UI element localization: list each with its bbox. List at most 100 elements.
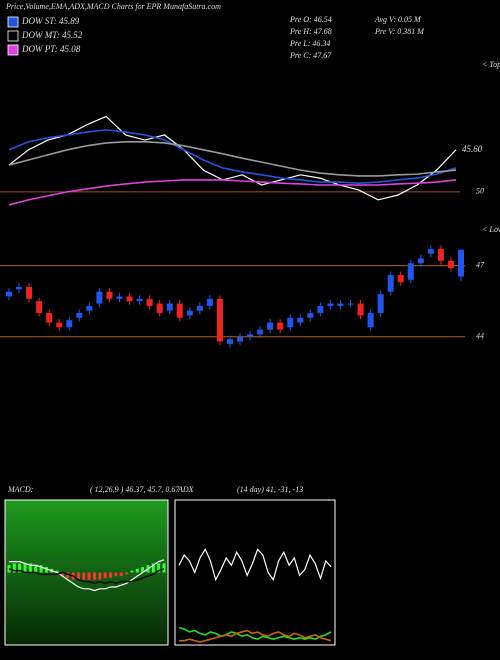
candle-body (437, 248, 444, 261)
panel-title: ADX (177, 485, 195, 494)
candle-body (367, 313, 374, 328)
candle-body (297, 317, 304, 323)
candle-body (458, 249, 464, 277)
y-tick-label: 50 (476, 187, 484, 196)
legend-label: DOW ST: 45.89 (21, 16, 80, 26)
annotation: < Lows (482, 225, 500, 234)
legend-label: DOW PT: 45.08 (21, 44, 81, 54)
candle-body (106, 291, 113, 299)
candle-body (226, 339, 233, 344)
legend-swatch (7, 16, 19, 28)
candle-body (347, 303, 354, 305)
candle-body (36, 301, 43, 314)
candle-body (417, 258, 424, 264)
histogram-bar (135, 568, 139, 573)
candle-body (96, 291, 103, 304)
candle-body (277, 322, 284, 330)
histogram-bar (93, 572, 97, 580)
histogram-bar (130, 570, 134, 573)
stat: Pre H: 47.68 (289, 27, 332, 36)
histogram-bar (28, 563, 32, 573)
candle-body (86, 305, 93, 311)
series-line (179, 629, 332, 643)
panel-title: MACD: (7, 485, 34, 494)
histogram-bar (157, 563, 161, 573)
series-line (8, 129, 457, 184)
histogram-bar (76, 572, 80, 580)
candle-body (146, 298, 153, 306)
histogram-bar (23, 563, 27, 573)
candle-body (337, 303, 344, 306)
candle-body (116, 296, 123, 299)
stat: Pre O: 46.54 (289, 15, 332, 24)
candle-body (206, 298, 213, 306)
candle-body (166, 303, 173, 311)
panel-subtitle: ( 12,26,9 ) 46.37, 45.7, 0.67 (90, 485, 180, 494)
histogram-bar (109, 572, 113, 578)
histogram-bar (34, 565, 38, 573)
candle-body (16, 286, 23, 290)
series-line (8, 115, 457, 201)
histogram-bar (60, 572, 64, 577)
panel-subtitle: (14 day) 41, -31, -13 (237, 485, 303, 494)
histogram-bar (103, 572, 107, 578)
candle-body (46, 313, 53, 323)
histogram-bar (119, 572, 123, 577)
candle-body (76, 313, 83, 318)
annotation: < Tops (482, 60, 500, 69)
stat: Pre V: 0.381 M (374, 27, 425, 36)
histogram-bar (98, 572, 102, 580)
y-tick-label: 47 (476, 260, 485, 269)
candle-body (66, 320, 73, 328)
legend-swatch (7, 30, 19, 42)
series-line (8, 568, 165, 585)
candle-body (387, 275, 394, 292)
stat: Avg V: 0.05 M (374, 15, 422, 24)
histogram-bar (141, 567, 145, 573)
stat: Pre L: 46.34 (289, 39, 330, 48)
candle-body (126, 296, 133, 302)
candle-body (156, 303, 163, 314)
y-tick-label: 44 (476, 332, 484, 341)
series-line (8, 141, 457, 177)
candle-body (6, 291, 12, 297)
series-line (9, 559, 165, 592)
candle-body (407, 263, 414, 280)
candle-body (216, 298, 223, 342)
candle-body (427, 248, 434, 254)
histogram-bar (44, 567, 48, 573)
last-price-label: 45.60 (462, 144, 483, 154)
candle-body (136, 298, 143, 302)
candle-body (357, 303, 364, 316)
adx-panel (174, 499, 336, 646)
candle-body (237, 336, 244, 342)
histogram-bar (151, 563, 155, 573)
histogram-bar (66, 572, 70, 578)
series-line (178, 548, 332, 582)
histogram-bar (39, 565, 43, 573)
candle-body (267, 322, 274, 330)
candle-body (196, 305, 203, 311)
histogram-bar (55, 570, 59, 573)
series-line (178, 626, 332, 641)
candle-body (287, 317, 294, 328)
candle-body (377, 294, 384, 314)
candle-body (307, 313, 314, 318)
candle-body (257, 329, 264, 335)
legend-swatch (7, 44, 19, 56)
histogram-bar (18, 563, 22, 573)
candle-body (447, 260, 454, 268)
candle-body (397, 275, 404, 283)
histogram-bar (82, 572, 86, 580)
candle-body (186, 310, 193, 316)
candle-body (56, 322, 63, 328)
candle-body (176, 303, 183, 318)
histogram-bar (114, 572, 118, 577)
histogram-bar (162, 563, 166, 573)
histogram-bar (12, 563, 16, 573)
histogram-bar (87, 572, 91, 580)
candle-body (26, 286, 33, 299)
stat: Pre C: 47.67 (289, 51, 332, 60)
